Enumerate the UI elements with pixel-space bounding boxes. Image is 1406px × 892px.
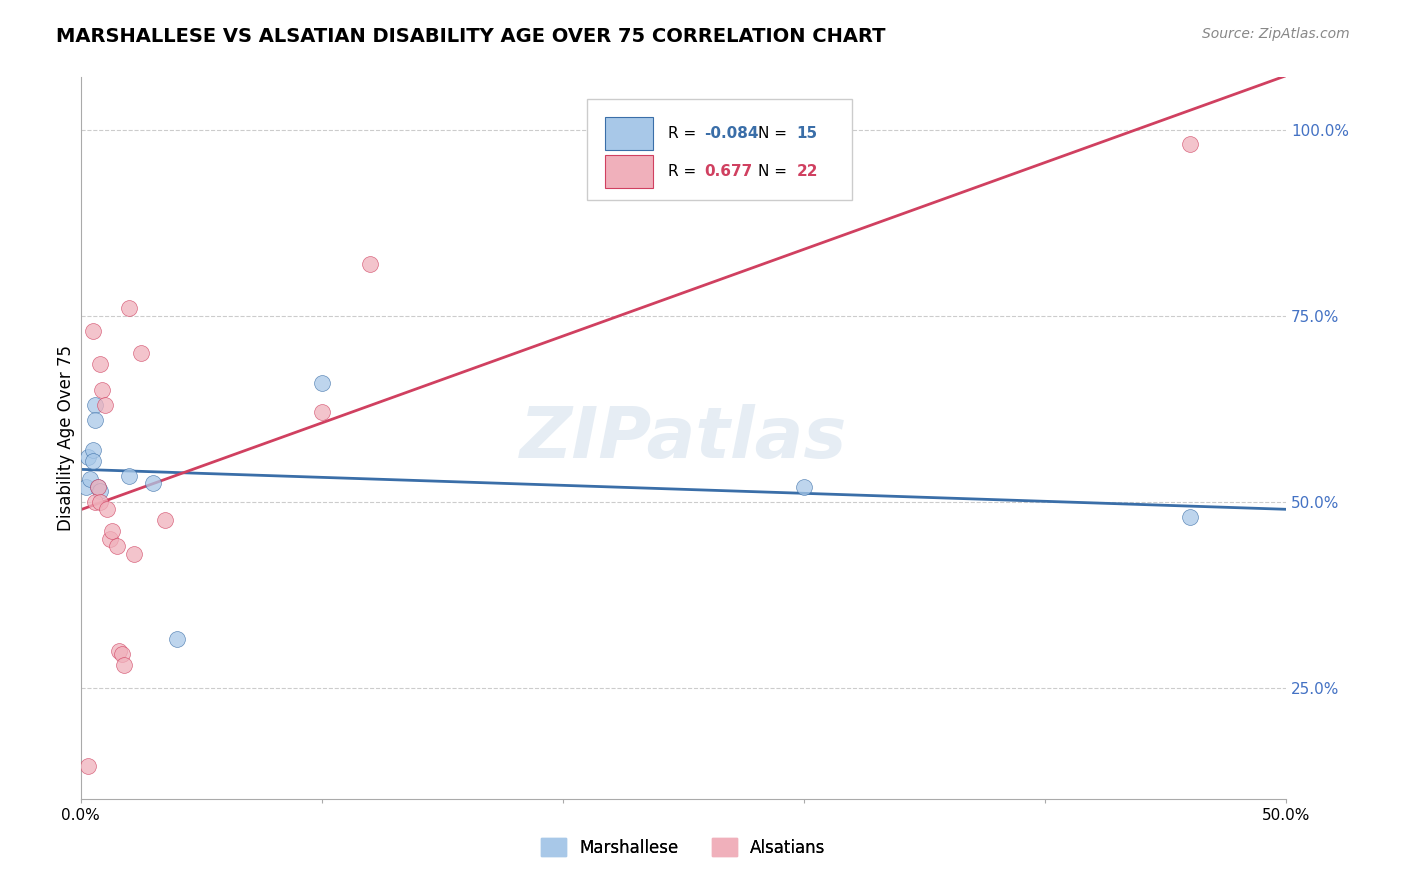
Point xyxy=(142,476,165,491)
FancyBboxPatch shape xyxy=(605,155,654,188)
Text: Source: ZipAtlas.com: Source: ZipAtlas.com xyxy=(1202,27,1350,41)
Point xyxy=(1178,509,1201,524)
Text: -0.084: -0.084 xyxy=(704,126,758,141)
Point xyxy=(84,398,107,412)
Point xyxy=(111,648,134,662)
FancyBboxPatch shape xyxy=(605,117,654,150)
Point xyxy=(82,442,104,457)
Point xyxy=(166,632,188,647)
Text: ZIPatlas: ZIPatlas xyxy=(520,404,846,473)
Point xyxy=(311,376,333,390)
Point xyxy=(91,383,114,397)
Text: R =: R = xyxy=(668,126,700,141)
Text: 0.677: 0.677 xyxy=(704,164,752,179)
Point xyxy=(84,413,107,427)
Point xyxy=(311,405,333,419)
Text: 22: 22 xyxy=(797,164,818,179)
Point xyxy=(98,532,121,546)
Point xyxy=(75,480,97,494)
Point xyxy=(112,658,135,673)
Legend: Marshallese, Alsatians: Marshallese, Alsatians xyxy=(534,832,832,863)
Point xyxy=(89,483,111,498)
Point xyxy=(82,324,104,338)
Point xyxy=(82,454,104,468)
Point xyxy=(118,301,141,316)
Y-axis label: Disability Age Over 75: Disability Age Over 75 xyxy=(58,345,75,532)
Point xyxy=(105,540,128,554)
Point xyxy=(79,472,101,486)
Point xyxy=(86,480,108,494)
Point xyxy=(793,480,815,494)
Point xyxy=(129,346,152,360)
Point xyxy=(118,468,141,483)
Point xyxy=(122,547,145,561)
Text: 15: 15 xyxy=(797,126,818,141)
Point xyxy=(108,643,131,657)
Point xyxy=(89,494,111,508)
Point xyxy=(89,357,111,371)
Point xyxy=(359,256,381,270)
Text: R =: R = xyxy=(668,164,700,179)
Point xyxy=(153,513,176,527)
Point xyxy=(101,524,124,539)
Point xyxy=(96,502,118,516)
FancyBboxPatch shape xyxy=(586,99,852,200)
Point xyxy=(77,450,100,464)
Point xyxy=(1178,137,1201,152)
Text: MARSHALLESE VS ALSATIAN DISABILITY AGE OVER 75 CORRELATION CHART: MARSHALLESE VS ALSATIAN DISABILITY AGE O… xyxy=(56,27,886,45)
Text: N =: N = xyxy=(758,126,792,141)
Point xyxy=(86,480,108,494)
Point xyxy=(94,398,117,412)
Point xyxy=(84,494,107,508)
Point xyxy=(77,759,100,773)
Text: N =: N = xyxy=(758,164,792,179)
